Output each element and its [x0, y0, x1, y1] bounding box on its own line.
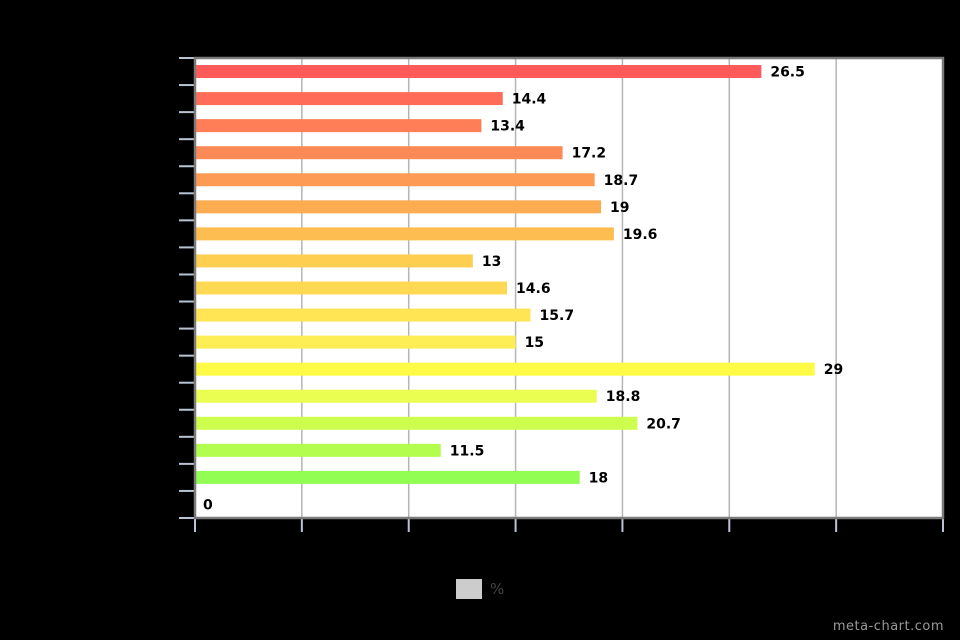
data-label: 26.5	[770, 65, 805, 81]
data-label: 19	[610, 200, 629, 216]
data-label: 0	[203, 497, 213, 513]
data-label: 13	[482, 254, 501, 270]
legend: %	[456, 579, 504, 599]
bar	[195, 389, 597, 403]
bar	[195, 65, 762, 79]
data-label: 18.7	[604, 173, 639, 189]
data-label: 15.7	[540, 308, 575, 324]
data-label: 18	[589, 470, 608, 486]
bar	[195, 362, 815, 376]
data-label: 11.5	[450, 443, 485, 459]
bar	[195, 146, 563, 160]
data-label: 14.6	[516, 281, 551, 297]
data-label: 19.6	[623, 227, 658, 243]
data-label: 14.4	[512, 92, 547, 108]
watermark: meta-chart.com	[832, 619, 944, 634]
bar	[195, 200, 602, 214]
data-label: 18.8	[606, 389, 641, 405]
data-label: 13.4	[490, 119, 525, 135]
bar	[195, 92, 503, 106]
bar	[195, 173, 595, 187]
bar	[195, 227, 614, 241]
bar	[195, 416, 638, 430]
data-label: 20.7	[646, 416, 681, 432]
bar	[195, 254, 473, 268]
data-label: 17.2	[572, 146, 607, 162]
bar	[195, 308, 531, 322]
bar	[195, 443, 441, 457]
bar	[195, 281, 508, 295]
legend-label: %	[490, 580, 505, 598]
data-label: 15	[525, 335, 544, 351]
plot-border	[193, 56, 945, 520]
bar	[195, 470, 580, 484]
bar	[195, 119, 482, 133]
bar	[195, 335, 516, 349]
legend-swatch	[456, 579, 482, 599]
data-label: 29	[824, 362, 843, 378]
